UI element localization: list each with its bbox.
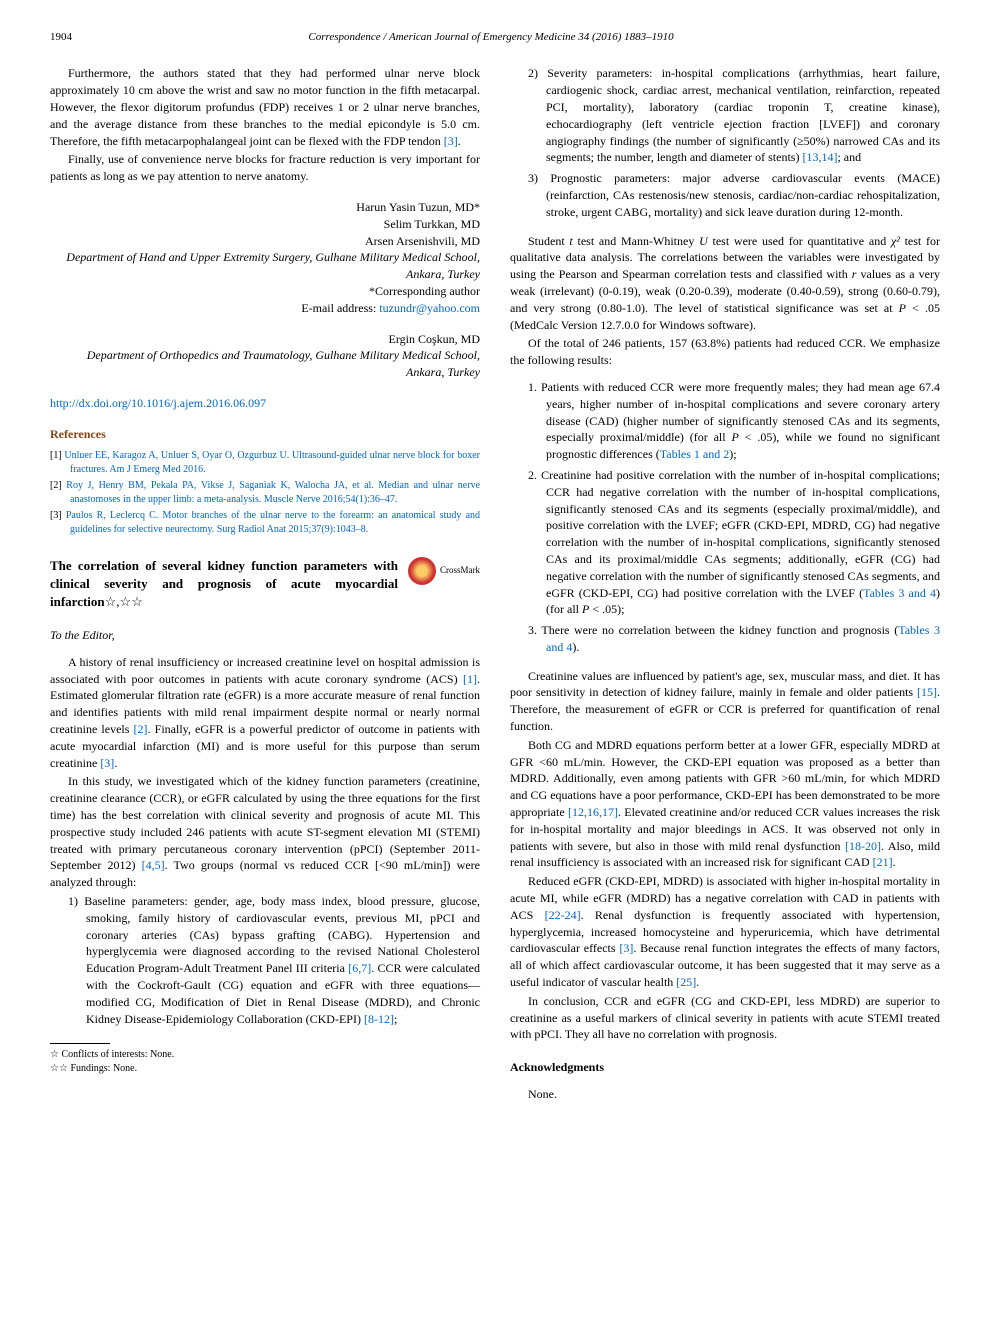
paragraph: A history of renal insufficiency or incr… <box>50 654 480 772</box>
journal-citation: Correspondence / American Journal of Eme… <box>72 30 910 45</box>
table-link[interactable]: Tables 1 and 2 <box>660 447 729 461</box>
citation-link[interactable]: [25] <box>676 975 696 989</box>
numbered-list: 1. Patients with reduced CCR were more f… <box>510 379 940 656</box>
left-column: Furthermore, the authors stated that the… <box>50 65 480 1104</box>
author-affiliation: Department of Hand and Upper Extremity S… <box>50 249 480 283</box>
acknowledgments-text: None. <box>510 1086 940 1103</box>
paragraph: Both CG and MDRD equations perform bette… <box>510 737 940 871</box>
citation-link[interactable]: [3] <box>619 941 633 955</box>
reference-item: [3] Paulos R, Leclercq C. Motor branches… <box>50 509 480 537</box>
doi-link[interactable]: http://dx.doi.org/10.1016/j.ajem.2016.06… <box>50 395 480 412</box>
table-link[interactable]: Tables 3 and 4 <box>863 586 936 600</box>
author-block: Ergin Coşkun, MD Department of Orthopedi… <box>50 331 480 381</box>
footnote: ☆☆ Fundings: None. <box>50 1062 480 1076</box>
numbered-list: 2) Severity parameters: in-hospital comp… <box>510 65 940 220</box>
reference-link[interactable]: Roy J, Henry BM, Pekala PA, Vikse J, Sag… <box>66 480 480 505</box>
paragraph: Finally, use of convenience nerve blocks… <box>50 151 480 185</box>
reference-link[interactable]: Paulos R, Leclercq C. Motor branches of … <box>66 510 480 535</box>
list-item: 2. Creatinine had positive correlation w… <box>528 467 940 618</box>
citation-link[interactable]: [1] <box>463 672 477 686</box>
paragraph: In conclusion, CCR and eGFR (CG and CKD-… <box>510 993 940 1043</box>
paragraph: Reduced eGFR (CKD-EPI, MDRD) is associat… <box>510 873 940 991</box>
citation-link[interactable]: [15] <box>917 685 937 699</box>
footnote: ☆ Conflicts of interests: None. <box>50 1048 480 1062</box>
author-name: Harun Yasin Tuzun, MD* <box>50 199 480 216</box>
citation-link[interactable]: [2] <box>134 722 148 736</box>
list-item: 1. Patients with reduced CCR were more f… <box>528 379 940 463</box>
reference-item: [2] Roy J, Henry BM, Pekala PA, Vikse J,… <box>50 479 480 507</box>
citation-link[interactable]: [12,16,17] <box>568 805 618 819</box>
page-number: 1904 <box>50 30 72 45</box>
email-link[interactable]: tuzundr@yahoo.com <box>379 301 480 315</box>
paragraph: Creatinine values are influenced by pati… <box>510 668 940 735</box>
paragraph: Student t test and Mann-Whitney U test w… <box>510 233 940 334</box>
paragraph: Furthermore, the authors stated that the… <box>50 65 480 149</box>
citation-link[interactable]: [6,7] <box>348 961 371 975</box>
numbered-list: 1) Baseline parameters: gender, age, bod… <box>50 893 480 1027</box>
right-column: 2) Severity parameters: in-hospital comp… <box>510 65 940 1104</box>
email-line: E-mail address: tuzundr@yahoo.com <box>301 301 480 315</box>
citation-link[interactable]: [22-24] <box>545 908 581 922</box>
author-affiliation: Department of Orthopedics and Traumatolo… <box>50 347 480 381</box>
crossmark-icon <box>408 557 436 585</box>
two-column-layout: Furthermore, the authors stated that the… <box>50 65 940 1104</box>
corresponding-note: *Corresponding author <box>50 283 480 300</box>
references-heading: References <box>50 426 480 443</box>
to-editor-salutation: To the Editor, <box>50 627 480 644</box>
paragraph: Of the total of 246 patients, 157 (63.8%… <box>510 335 940 369</box>
list-item: 3) Prognostic parameters: major adverse … <box>528 170 940 220</box>
citation-link[interactable]: [13,14] <box>802 150 837 164</box>
paragraph: In this study, we investigated which of … <box>50 773 480 891</box>
article-title: The correlation of several kidney functi… <box>50 557 398 612</box>
citation-link[interactable]: [21] <box>873 855 893 869</box>
crossmark-badge[interactable]: CrossMark <box>408 557 480 585</box>
author-name: Selim Turkkan, MD <box>50 216 480 233</box>
footnote-rule <box>50 1043 110 1044</box>
list-item: 1) Baseline parameters: gender, age, bod… <box>68 893 480 1027</box>
citation-link[interactable]: [3] <box>444 134 458 148</box>
citation-link[interactable]: [3] <box>100 756 114 770</box>
author-name: Arsen Arsenishvili, MD <box>50 233 480 250</box>
article-title-row: The correlation of several kidney functi… <box>50 557 480 612</box>
citation-link[interactable]: [8-12] <box>364 1012 394 1026</box>
running-header: 1904 Correspondence / American Journal o… <box>50 30 940 45</box>
citation-link[interactable]: [4,5] <box>142 858 165 872</box>
list-item: 2) Severity parameters: in-hospital comp… <box>528 65 940 166</box>
reference-item: [1] Unluer EE, Karagoz A, Unluer S, Oyar… <box>50 449 480 477</box>
acknowledgments-heading: Acknowledgments <box>510 1059 940 1076</box>
author-name: Ergin Coşkun, MD <box>50 331 480 348</box>
list-item: 3. There were no correlation between the… <box>528 622 940 656</box>
citation-link[interactable]: [18-20] <box>845 839 881 853</box>
reference-link[interactable]: Unluer EE, Karagoz A, Unluer S, Oyar O, … <box>64 450 480 475</box>
author-block: Harun Yasin Tuzun, MD* Selim Turkkan, MD… <box>50 199 480 317</box>
